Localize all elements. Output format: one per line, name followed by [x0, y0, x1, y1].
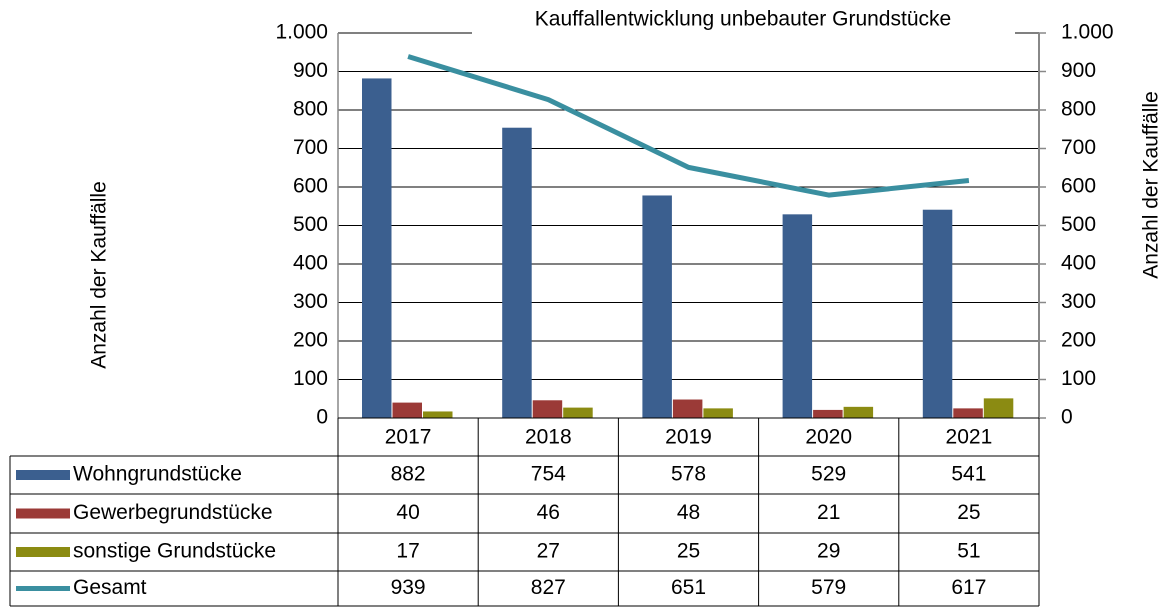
y-tick-label: 700 [293, 136, 328, 159]
y-tick-label: 300 [293, 290, 328, 313]
table-cell: 827 [531, 576, 566, 599]
bar [843, 406, 874, 418]
table-cell: 617 [951, 576, 986, 599]
table-cell: 48 [677, 501, 700, 524]
y2-tick-label: 1.000 [1061, 21, 1114, 44]
table-cell: 29 [817, 540, 840, 563]
table-cell: 578 [671, 463, 706, 486]
bar [813, 409, 843, 418]
y-tick-label: 100 [293, 367, 328, 390]
y-tick-label: 500 [293, 213, 328, 236]
y-tick-label: 0 [316, 406, 328, 429]
table-cell: 51 [957, 540, 980, 563]
title-background [472, 6, 1015, 36]
table-cell: 17 [396, 540, 419, 563]
bar [392, 402, 422, 418]
y2-tick-label: 400 [1061, 252, 1096, 275]
bar [563, 407, 593, 418]
y2-tick-label: 100 [1061, 367, 1096, 390]
bar [983, 398, 1014, 418]
table-cell: 754 [531, 463, 566, 486]
table-cell: 579 [811, 576, 846, 599]
x-tick-label: 2020 [805, 426, 852, 449]
chart-title: Kauffallentwicklung unbebauter Grundstüc… [535, 8, 951, 31]
bar [642, 195, 672, 418]
y-tick-label: 400 [293, 252, 328, 275]
x-tick-label: 2019 [665, 426, 712, 449]
y-tick-label: 1.000 [275, 21, 328, 44]
bar [423, 411, 453, 418]
table-cell: 25 [677, 540, 700, 563]
x-tick-label: 2017 [385, 426, 432, 449]
y2-tick-label: 500 [1061, 213, 1096, 236]
legend-label: Wohngrundstücke [73, 463, 242, 486]
table-cell: 882 [391, 463, 426, 486]
bar [782, 214, 813, 418]
y-tick-label: 600 [293, 175, 328, 198]
y2-tick-label: 900 [1061, 59, 1096, 82]
y2-tick-label: 300 [1061, 290, 1096, 313]
bar [502, 127, 532, 419]
x-tick-label: 2018 [525, 426, 572, 449]
line-series [407, 54, 970, 198]
y2-tick-label: 700 [1061, 136, 1096, 159]
bar [672, 399, 703, 418]
legend-label: Gewerbegrundstücke [73, 501, 273, 524]
bar [953, 408, 983, 418]
bar [922, 209, 953, 418]
table-cell: 939 [391, 576, 426, 599]
y2-tick-label: 200 [1061, 329, 1096, 352]
bar [362, 78, 392, 419]
table-cell: 46 [537, 501, 560, 524]
legend-key [16, 547, 70, 557]
table-cell: 21 [817, 501, 840, 524]
x-tick-label: 2021 [946, 426, 993, 449]
table-cell: 651 [671, 576, 706, 599]
y-tick-label: 800 [293, 98, 328, 121]
table-cell: 27 [537, 540, 560, 563]
y2-tick-label: 0 [1061, 406, 1073, 429]
legend-key [16, 508, 70, 519]
bar [532, 400, 563, 418]
legend-label: sonstige Grundstücke [73, 540, 276, 563]
legend-label: Gesamt [73, 576, 147, 599]
bar [703, 408, 733, 418]
y-tick-label: 900 [293, 59, 328, 82]
table-cell: 40 [396, 501, 419, 524]
table-cell: 529 [811, 463, 846, 486]
y2-axis-title: Anzahl der Kauffälle [1140, 91, 1163, 279]
legend-key [16, 470, 70, 480]
y2-tick-label: 600 [1061, 175, 1096, 198]
table-cell: 25 [957, 501, 980, 524]
table-cell: 541 [951, 463, 986, 486]
y-tick-label: 200 [293, 329, 328, 352]
y-axis-title: Anzahl der Kauffälle [88, 181, 111, 369]
y2-tick-label: 800 [1061, 98, 1096, 121]
